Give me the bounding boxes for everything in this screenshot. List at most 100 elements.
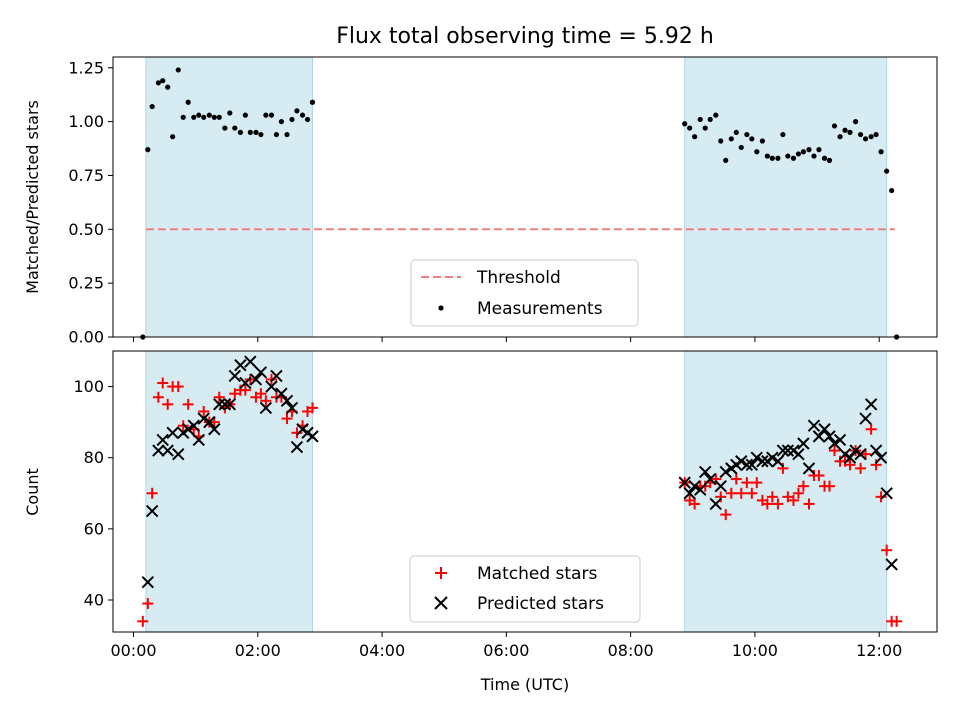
predicted-star-point — [306, 430, 319, 443]
matched-star-point — [730, 473, 742, 485]
predicted-star-point — [828, 437, 841, 450]
matched-star-point — [803, 498, 815, 510]
predicted-star-point — [254, 366, 268, 379]
predicted-star-point — [771, 455, 785, 468]
matched-star-point — [735, 487, 747, 499]
matched-star-point — [146, 487, 158, 499]
measurement-point — [237, 129, 243, 135]
matched-star-point — [751, 477, 763, 489]
matched-star-point — [891, 615, 903, 627]
y-tick-label: 1.25 — [68, 58, 104, 77]
measurement-point — [692, 134, 698, 140]
measurement-point — [764, 153, 770, 159]
matched-star-point — [260, 395, 272, 407]
matched-star-point — [162, 398, 174, 410]
measurement-point — [857, 131, 864, 138]
matched-star-point — [865, 423, 877, 435]
measurement-point — [165, 84, 171, 90]
measurement-point — [780, 131, 786, 138]
measurement-point — [873, 131, 879, 138]
top-panel: Flux total observing time = 5.92 h 0.000… — [23, 24, 938, 347]
predicted-star-point — [270, 369, 283, 383]
bottom-panel: 40 60 80 100 00:00 02:00 04:00 06:00 08:00 10:00… — [23, 350, 938, 694]
x-tick-label: 02:00 — [235, 641, 281, 660]
predicted-star-point — [823, 430, 836, 443]
predicted-star-point — [181, 423, 195, 436]
measurement-point — [278, 119, 285, 125]
measurement-point — [697, 116, 703, 123]
measurement-point — [702, 125, 708, 131]
legend-plus-icon — [435, 567, 447, 579]
y-tick-label: 40 — [84, 590, 104, 609]
measurement-point — [723, 157, 729, 163]
measurement-point — [196, 112, 202, 118]
measurement-point — [222, 125, 228, 131]
matched-star-point — [229, 388, 241, 400]
measurement-point — [227, 110, 233, 116]
predicted-star-point — [880, 487, 893, 500]
measurement-point — [175, 67, 181, 73]
predicted-star-point — [265, 380, 278, 393]
measurement-point — [216, 114, 222, 120]
measurement-point — [847, 129, 853, 135]
measurement-point — [185, 99, 191, 105]
predicted-star-point — [285, 401, 299, 415]
plot-frame — [112, 56, 938, 338]
predicted-star-point — [735, 455, 748, 468]
predicted-star-point — [197, 412, 210, 425]
predicted-star-point — [141, 575, 155, 589]
measurement-point — [309, 99, 316, 105]
x-tick-label: 12:00 — [856, 641, 902, 660]
matched-star-point — [782, 491, 794, 503]
predicted-star-point — [807, 419, 821, 432]
predicted-star-point — [864, 398, 878, 411]
legend-label-matched: Matched stars — [477, 564, 597, 584]
y-tick-label: 100 — [73, 377, 104, 396]
y-tick-label: 0.50 — [68, 220, 104, 239]
predicted-star-point — [797, 437, 810, 450]
predicted-star-point — [228, 369, 242, 383]
predicted-star-point — [290, 440, 304, 454]
matched-star-point — [291, 427, 303, 439]
matched-star-point — [725, 487, 737, 499]
predicted-star-point — [213, 398, 226, 411]
x-tick-label: 04:00 — [359, 641, 405, 660]
predicted-star-point — [234, 359, 247, 372]
predicted-star-point — [812, 430, 826, 443]
matched-star-point — [813, 469, 825, 481]
matched-star-point — [281, 413, 293, 425]
predicted-star-point — [709, 497, 722, 511]
predicted-star-point — [874, 451, 888, 464]
matched-star-point — [792, 487, 804, 499]
matched-star-point — [741, 477, 753, 489]
measurement-point — [299, 112, 306, 118]
measurement-point — [211, 114, 217, 120]
measurement-point — [754, 149, 760, 155]
x-axis-label: Time (UTC) — [480, 675, 569, 694]
matched-star-point — [761, 498, 773, 510]
predicted-star-point — [678, 476, 691, 489]
matched-star-point — [152, 391, 164, 403]
measurements-series — [140, 67, 900, 340]
matched-star-point — [265, 373, 277, 385]
measurement-point — [889, 187, 895, 194]
measurement-point — [687, 125, 693, 131]
y-axis: 40 60 80 100 — [73, 377, 113, 609]
measurement-point — [707, 116, 713, 123]
y-axis-label: Count — [23, 468, 42, 516]
measurement-point — [180, 114, 186, 120]
predicted-star-point — [699, 465, 712, 479]
x-tick-label: 00:00 — [110, 641, 156, 660]
matched-star-point — [881, 544, 893, 556]
predicted-star-point — [152, 444, 165, 457]
legend-box — [409, 555, 641, 623]
measurement-point — [785, 153, 791, 159]
matched-star-point — [177, 420, 189, 432]
shaded-span — [684, 56, 888, 338]
matched-star-point — [746, 487, 758, 499]
shaded-spans — [145, 56, 888, 338]
predicted-star-point — [750, 451, 763, 464]
measurement-point — [816, 147, 822, 153]
measurement-point — [232, 125, 238, 131]
predicted-star-point — [244, 355, 257, 368]
